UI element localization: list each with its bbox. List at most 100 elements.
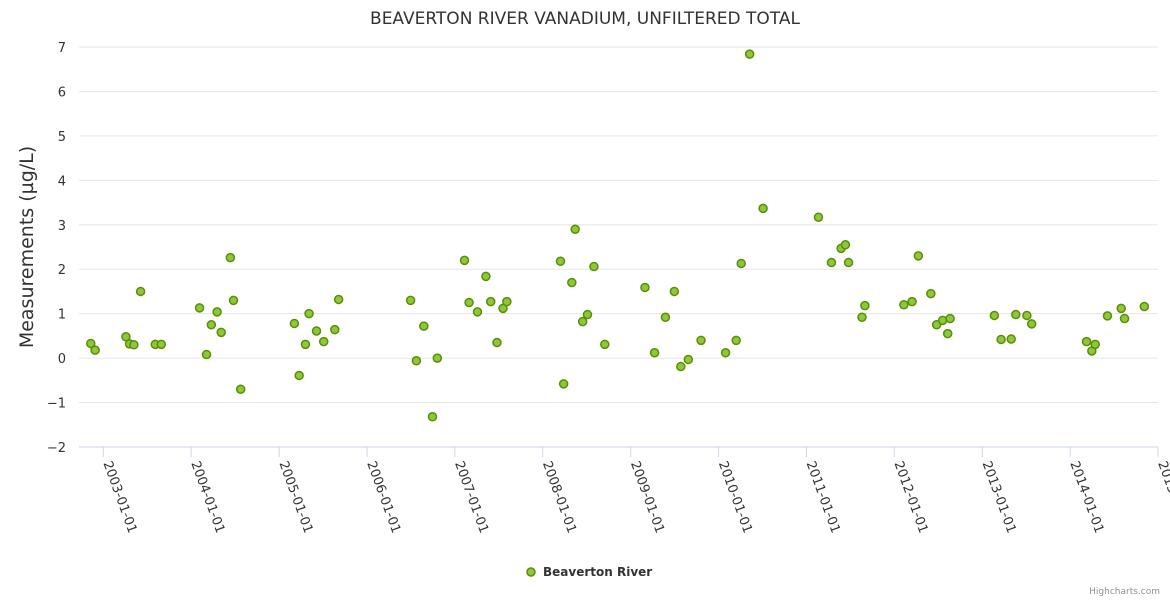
data-point[interactable] — [333, 294, 344, 305]
data-point[interactable] — [225, 252, 236, 263]
data-point[interactable] — [669, 286, 680, 297]
data-point[interactable] — [589, 261, 599, 272]
series-points[interactable] — [86, 49, 1150, 422]
data-point[interactable] — [942, 328, 953, 339]
data-point[interactable] — [744, 49, 755, 59]
chart-title: BEAVERTON RIVER VANADIUM, UNFILTERED TOT… — [370, 9, 800, 29]
data-point[interactable] — [464, 297, 474, 308]
data-point[interactable] — [660, 312, 671, 322]
data-point[interactable] — [206, 320, 217, 330]
data-point[interactable] — [194, 303, 205, 313]
data-point[interactable] — [989, 310, 1000, 321]
data-point[interactable] — [913, 251, 924, 261]
y-tick-label: 6 — [58, 85, 66, 100]
y-tick-label: 3 — [58, 219, 66, 234]
data-point[interactable] — [121, 332, 131, 342]
data-point[interactable] — [558, 379, 569, 389]
y-tick-label: 1 — [58, 308, 66, 323]
data-point[interactable] — [216, 327, 226, 338]
data-point[interactable] — [1102, 311, 1113, 321]
y-tick-label: −2 — [47, 441, 66, 456]
data-point[interactable] — [300, 339, 311, 350]
data-point[interactable] — [1026, 319, 1037, 329]
data-point[interactable] — [720, 348, 731, 358]
data-point[interactable] — [405, 295, 416, 306]
data-point[interactable] — [567, 277, 577, 288]
data-point[interactable] — [731, 335, 741, 346]
data-point[interactable] — [411, 356, 422, 366]
data-point[interactable] — [472, 307, 483, 317]
legend-item-beaverton-river[interactable]: Beaverton River — [543, 565, 652, 579]
x-tick-label: 2015-01-01 — [1154, 459, 1170, 535]
data-point[interactable] — [600, 339, 610, 350]
x-tick-label: 2007-01-01 — [451, 459, 491, 535]
data-point[interactable] — [427, 412, 438, 422]
data-point[interactable] — [860, 300, 870, 311]
data-point[interactable] — [907, 296, 917, 307]
data-point[interactable] — [696, 335, 706, 346]
data-point[interactable] — [492, 337, 502, 348]
data-point[interactable] — [826, 257, 837, 268]
data-point[interactable] — [577, 316, 588, 327]
highcharts-credit[interactable]: Highcharts.com — [1089, 587, 1160, 597]
data-point[interactable] — [311, 326, 322, 336]
y-tick-label: 0 — [58, 352, 66, 367]
data-point[interactable] — [683, 354, 694, 365]
data-point[interactable] — [318, 336, 329, 347]
data-point[interactable] — [212, 307, 222, 317]
data-point[interactable] — [649, 348, 660, 358]
data-point[interactable] — [419, 321, 429, 331]
x-tick-label: 2008-01-01 — [539, 459, 579, 535]
data-point[interactable] — [129, 340, 139, 350]
data-point[interactable] — [485, 296, 496, 307]
data-point[interactable] — [294, 370, 304, 381]
data-point[interactable] — [899, 300, 909, 310]
x-axis: 2003-01-01 2004-01-01 2005-01-01 2006-01-01… — [100, 447, 1170, 535]
data-point[interactable] — [90, 345, 100, 355]
data-point[interactable] — [813, 212, 824, 222]
data-point[interactable] — [235, 384, 246, 394]
data-point[interactable] — [840, 240, 851, 250]
data-point[interactable] — [459, 255, 470, 266]
data-point[interactable] — [228, 295, 239, 306]
x-tick-label: 2006-01-01 — [363, 459, 403, 535]
x-tick-label: 2004-01-01 — [187, 459, 227, 535]
y-tick-label: −1 — [47, 397, 66, 412]
data-point[interactable] — [1119, 313, 1130, 324]
data-point[interactable] — [1081, 336, 1092, 347]
data-point[interactable] — [676, 361, 686, 372]
data-point[interactable] — [945, 313, 955, 324]
data-point[interactable] — [432, 353, 443, 363]
data-point[interactable] — [304, 308, 314, 319]
data-point[interactable] — [926, 288, 936, 299]
data-point[interactable] — [201, 349, 212, 360]
data-point[interactable] — [857, 312, 867, 322]
data-point[interactable] — [555, 256, 566, 266]
data-point[interactable] — [843, 257, 854, 268]
data-point[interactable] — [481, 271, 491, 282]
data-point[interactable] — [289, 318, 300, 329]
data-point[interactable] — [996, 334, 1006, 345]
data-point[interactable] — [1022, 310, 1032, 321]
legend[interactable]: Beaverton River — [526, 565, 652, 579]
data-point[interactable] — [156, 339, 167, 350]
data-point[interactable] — [1006, 334, 1016, 344]
y-grid — [79, 46, 1158, 448]
data-point[interactable] — [1139, 301, 1150, 312]
data-point[interactable] — [86, 338, 96, 349]
x-tick-label: 2011-01-01 — [803, 459, 843, 535]
data-point[interactable] — [135, 286, 146, 297]
data-point[interactable] — [330, 324, 340, 335]
data-point[interactable] — [1090, 339, 1100, 350]
data-point[interactable] — [937, 315, 948, 326]
data-point[interactable] — [1011, 309, 1021, 320]
data-point[interactable] — [570, 224, 580, 234]
data-point[interactable] — [736, 258, 746, 269]
data-point[interactable] — [758, 203, 768, 214]
x-tick-label: 2005-01-01 — [275, 459, 315, 535]
data-point[interactable] — [582, 309, 593, 320]
data-point[interactable] — [1116, 303, 1126, 314]
data-point[interactable] — [502, 296, 512, 307]
data-point[interactable] — [640, 282, 650, 293]
